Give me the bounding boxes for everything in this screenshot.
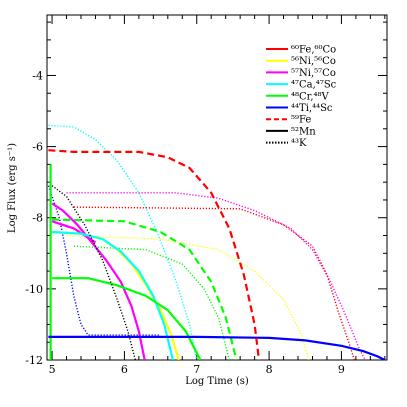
legend-label: ⁴⁸Cr,⁴⁸V — [291, 91, 330, 102]
legend-label: ⁴³K — [291, 138, 307, 149]
x-tick-label: 7 — [193, 363, 200, 376]
legend-label: ⁵⁷Ni,⁵⁷Co — [291, 68, 336, 79]
legend-label: ⁶⁰Fe,⁶⁰Co — [291, 45, 336, 56]
y-tick-label: -4 — [32, 69, 43, 82]
y-axis-label: Log Flux (erg s⁻¹) — [7, 143, 18, 233]
series-line — [52, 230, 174, 360]
x-tick-label: 5 — [49, 363, 56, 376]
series-line — [52, 277, 202, 360]
extra-curve — [52, 218, 238, 360]
legend-label: ⁵⁹Fe — [291, 115, 311, 126]
legend-label: ⁴⁷Ca,⁴⁷Sc — [291, 80, 337, 91]
y-tick-label: -10 — [25, 283, 43, 296]
legend-label: ⁵⁶Ni,⁵⁶Co — [291, 56, 336, 67]
plot-curves — [47, 124, 386, 360]
legend: ⁶⁰Fe,⁶⁰Co⁵⁶Ni,⁵⁶Co⁵⁷Ni,⁵⁷Co⁴⁷Ca,⁴⁷Sc⁴⁸Cr… — [266, 45, 337, 149]
plot-frame — [46, 14, 388, 361]
x-tick-label: 9 — [338, 363, 345, 376]
x-axis-label: Log Time (s) — [185, 376, 249, 387]
extra-curve — [47, 185, 161, 336]
x-axis: 5 6 7 8 9 — [49, 15, 386, 376]
y-tick-label: -8 — [32, 212, 43, 225]
extra-curve — [73, 245, 230, 360]
y-tick-label: -6 — [32, 141, 43, 154]
series-line — [48, 149, 261, 360]
legend-label: ⁴⁴Ti,⁴⁴Sc — [291, 103, 333, 114]
y-tick-label: -12 — [25, 354, 43, 367]
x-tick-label: 6 — [121, 363, 128, 376]
series-line — [48, 335, 386, 360]
extra-curve — [48, 124, 198, 360]
legend-label: ⁵²Mn — [291, 126, 316, 137]
x-tick-label: 8 — [266, 363, 273, 376]
extra-curve — [73, 206, 356, 360]
y-axis: -12 -10 -8 -6 -4 — [25, 21, 387, 367]
series-line — [51, 202, 146, 360]
extra-curve — [66, 234, 310, 360]
extra-curve — [66, 192, 366, 360]
